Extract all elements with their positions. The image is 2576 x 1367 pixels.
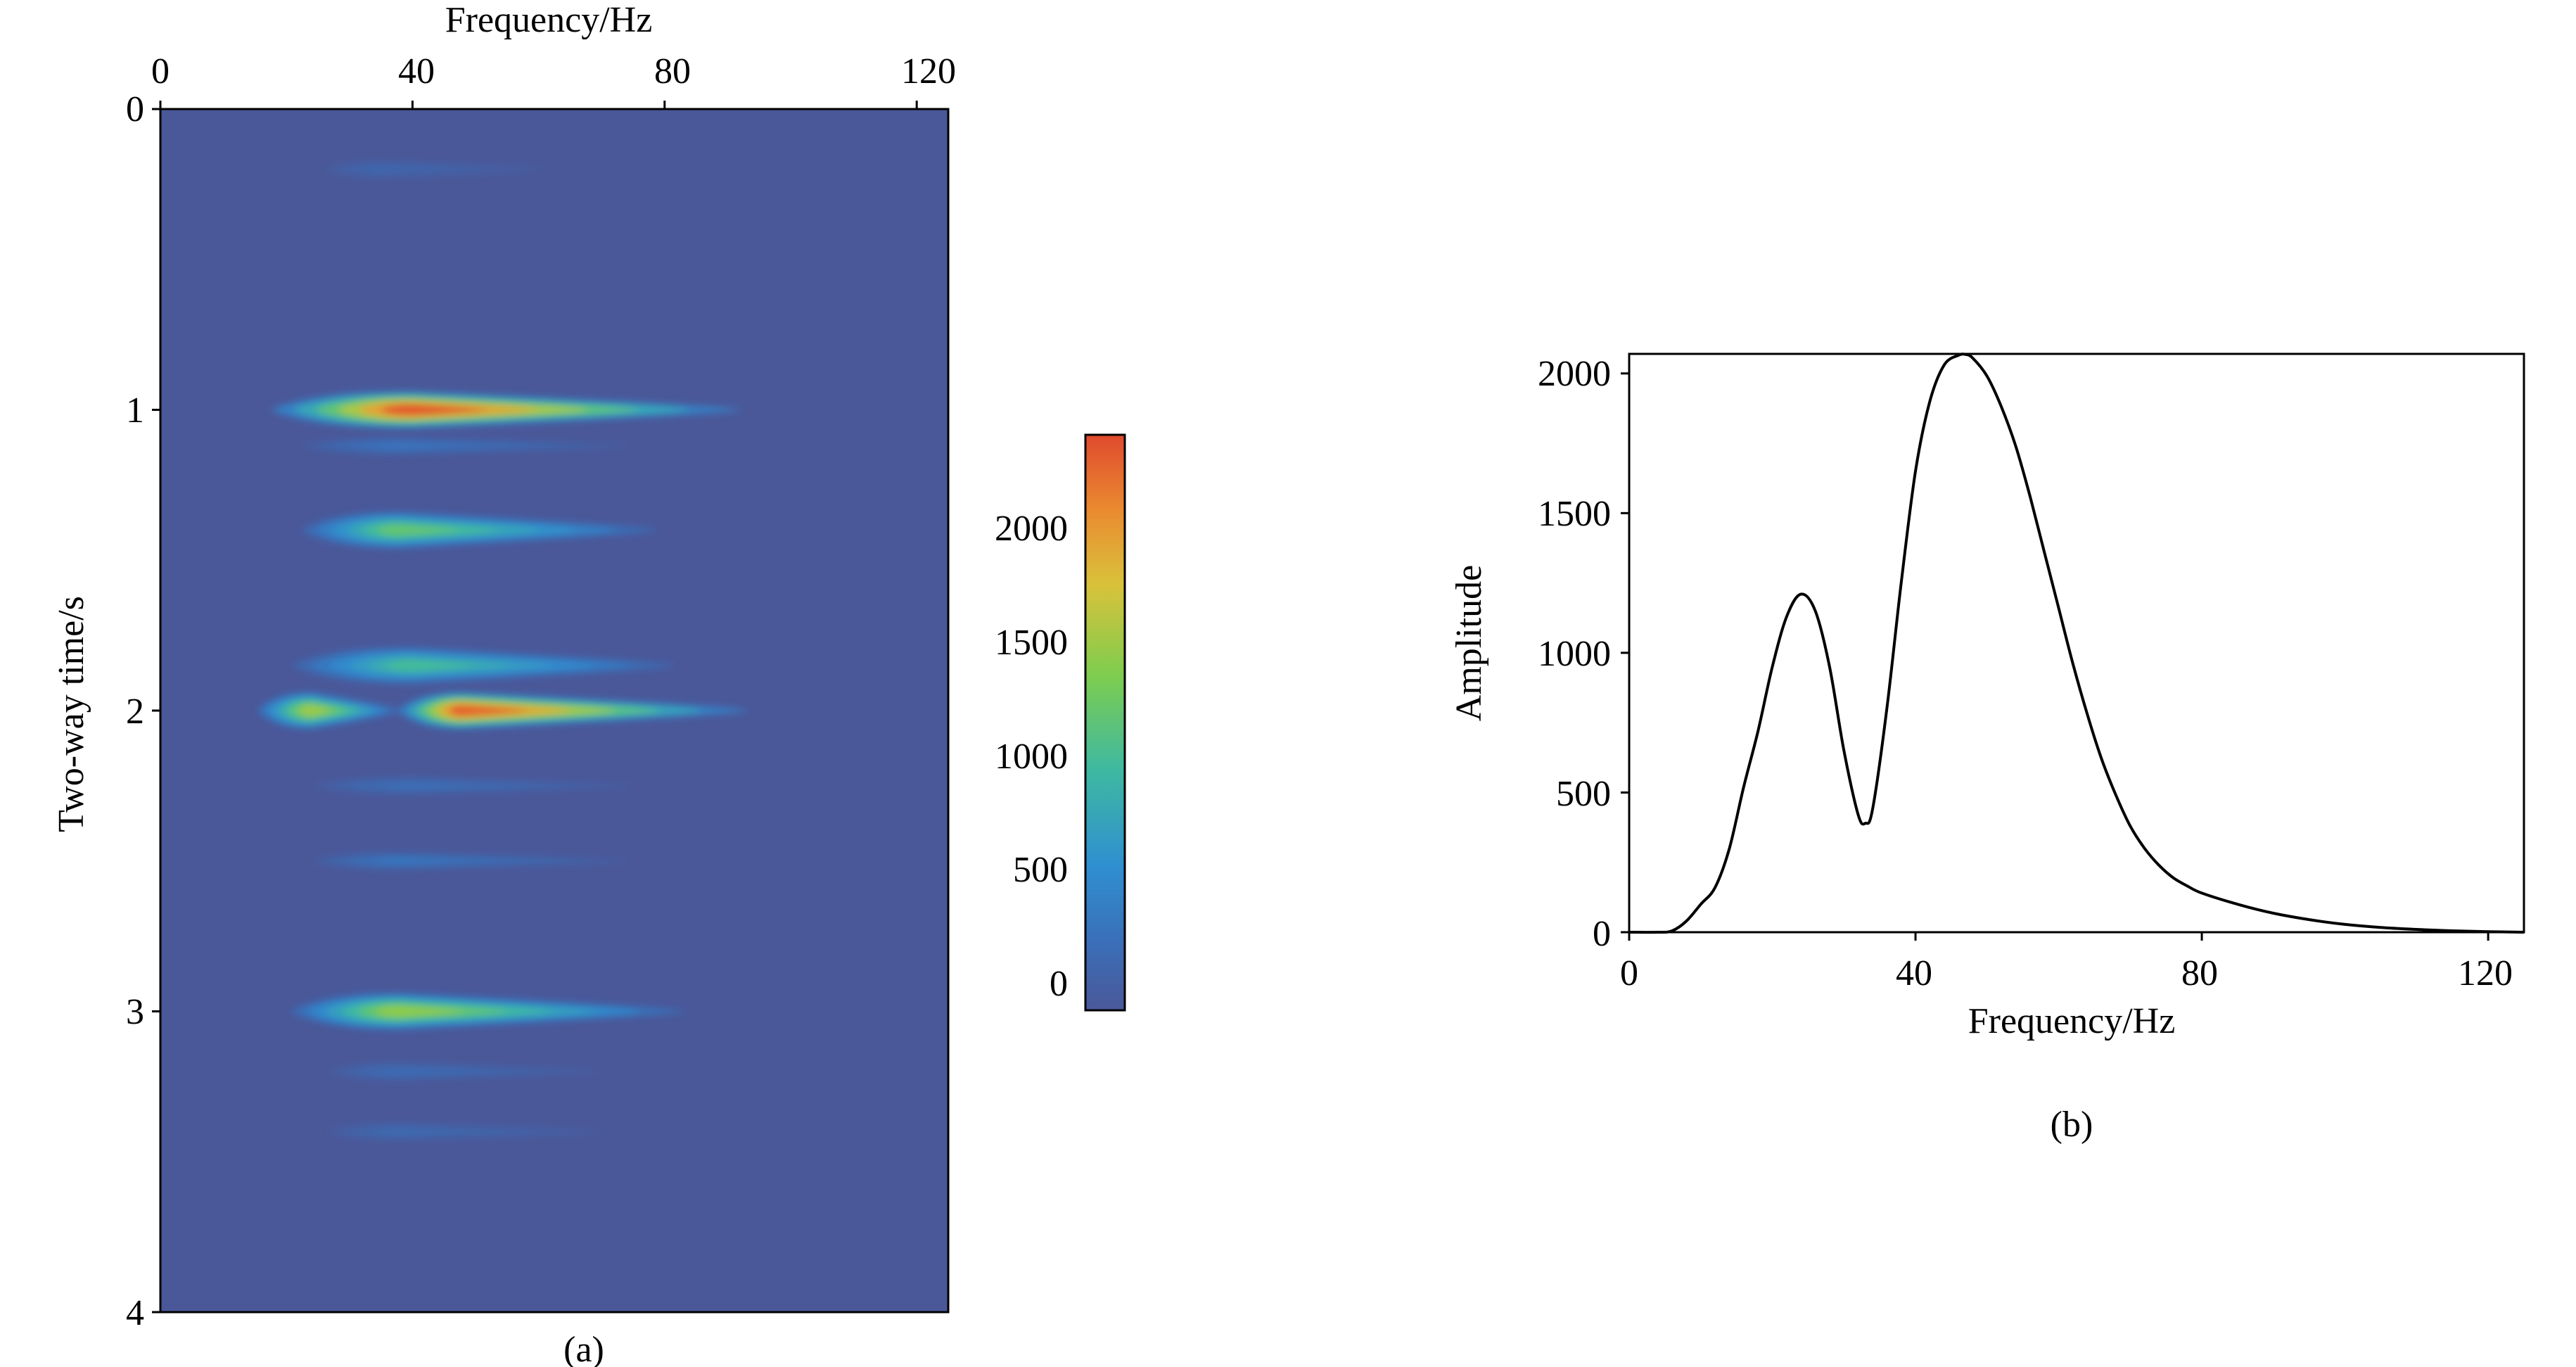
heatmap-event-4-layer-5 bbox=[299, 705, 332, 716]
panel-b-tick-marks bbox=[1621, 372, 2489, 941]
panel-a-y-tick-label: 0 bbox=[126, 89, 144, 129]
panel-b: 0 500 1000 1500 2000 0 40 80 120 Frequen… bbox=[1449, 352, 2525, 1145]
spectrum-line bbox=[1628, 352, 2525, 934]
panel-a-y-tick-label: 3 bbox=[126, 992, 144, 1032]
panel-a-x-tick-labels: 0 40 80 120 bbox=[151, 51, 956, 91]
panel-b-y-tick-label: 500 bbox=[1556, 774, 1611, 814]
panel-a-x-axis-title: Frequency/Hz bbox=[445, 0, 653, 40]
panel-b-x-tick-label: 0 bbox=[1620, 953, 1638, 993]
colorbar-tick-label: 1500 bbox=[995, 623, 1068, 663]
heatmap-event-3-layer-5 bbox=[384, 660, 473, 671]
panel-b-x-tick-labels: 0 40 80 120 bbox=[1620, 953, 2513, 993]
heatmap-event-5-layer-5 bbox=[447, 705, 529, 716]
panel-b-y-axis-title: Amplitude bbox=[1449, 565, 1489, 721]
heatmap-event-10-layer-5 bbox=[383, 1128, 447, 1135]
panel-b-caption: (b) bbox=[2051, 1105, 2093, 1145]
heatmap-event-7-layer-5 bbox=[379, 858, 453, 864]
panel-a-x-tick-label: 80 bbox=[654, 51, 691, 91]
panel-b-x-tick-label: 40 bbox=[1896, 953, 1932, 993]
panel-a-tick-marks bbox=[152, 101, 918, 1314]
panel-a-y-axis-title: Two-way time/s bbox=[51, 596, 91, 832]
panel-a-x-tick-label: 120 bbox=[901, 51, 956, 91]
colorbar-tick-labels: 0 500 1000 1500 2000 bbox=[995, 509, 1068, 1004]
colorbar-tick-label: 2000 bbox=[995, 509, 1068, 549]
colorbar-tick-label: 500 bbox=[1013, 850, 1068, 890]
panel-b-y-tick-label: 0 bbox=[1593, 914, 1611, 954]
colorbar-tick-label: 0 bbox=[1050, 964, 1068, 1004]
panel-a-y-tick-label: 2 bbox=[126, 692, 144, 732]
panel-b-x-tick-label: 80 bbox=[2181, 953, 2218, 993]
panel-b-y-tick-label: 2000 bbox=[1538, 354, 1611, 394]
panel-a-y-tick-label: 1 bbox=[126, 390, 144, 431]
colorbar bbox=[1084, 433, 1126, 1012]
panel-b-y-tick-labels: 0 500 1000 1500 2000 bbox=[1538, 354, 1611, 954]
heatmap-event-6-layer-5 bbox=[390, 783, 464, 789]
heatmap-events bbox=[257, 160, 747, 1140]
panel-a-x-tick-label: 40 bbox=[398, 51, 435, 91]
heatmap-event-1-layer-5 bbox=[377, 443, 453, 449]
panel-a: Frequency/Hz 0 40 80 120 0 1 2 3 4 Two-w… bbox=[51, 0, 1126, 1367]
panel-b-x-tick-label: 120 bbox=[2458, 953, 2513, 993]
heatmap-event-9-layer-5 bbox=[383, 1069, 447, 1074]
panel-a-x-tick-label: 0 bbox=[151, 51, 170, 91]
panel-b-y-tick-label: 1000 bbox=[1538, 634, 1611, 674]
panel-b-y-tick-label: 1500 bbox=[1538, 494, 1611, 534]
heatmap-event-11-layer-5 bbox=[368, 166, 419, 172]
panel-a-y-tick-labels: 0 1 2 3 4 bbox=[126, 89, 144, 1333]
panel-b-plot-frame bbox=[1628, 352, 2525, 934]
heatmap-event-8-layer-5 bbox=[374, 1005, 466, 1017]
panel-a-caption: (a) bbox=[563, 1330, 604, 1367]
heatmap-event-2-layer-5 bbox=[377, 524, 459, 536]
panel-a-y-tick-label: 4 bbox=[126, 1293, 144, 1333]
panel-b-x-axis-title: Frequency/Hz bbox=[1968, 1001, 2176, 1041]
colorbar-tick-label: 1000 bbox=[995, 737, 1068, 777]
heatmap-event-0-layer-5 bbox=[379, 404, 488, 416]
